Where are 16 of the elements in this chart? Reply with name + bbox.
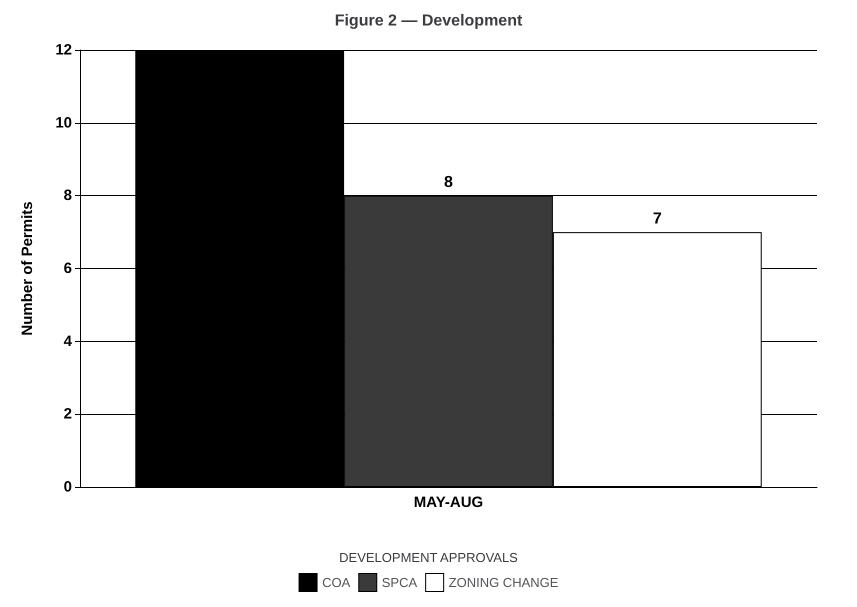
data-label: 8 (444, 174, 454, 192)
y-tick-label: 8 (64, 187, 72, 204)
y-tick-label: 6 (64, 260, 72, 277)
y-tick-label: 2 (64, 406, 72, 423)
data-label: 7 (652, 210, 662, 228)
y-axis-title: Number of Permits (19, 201, 36, 336)
y-tick-label: 4 (64, 332, 73, 350)
legend-label: SPCA (382, 575, 418, 590)
y-tick-label: 0 (64, 478, 72, 496)
y-tick-label: 12 (55, 42, 72, 58)
y-tick-label: 10 (55, 114, 72, 132)
chart-title: Figure 2 — Development (334, 12, 523, 30)
legend-title: DEVELOPMENT APPROVALS (339, 550, 518, 565)
legend-label: ZONING CHANGE (448, 575, 559, 590)
legend-label: COA (322, 575, 351, 590)
x-tick-label: MAY-AUG (414, 494, 484, 511)
